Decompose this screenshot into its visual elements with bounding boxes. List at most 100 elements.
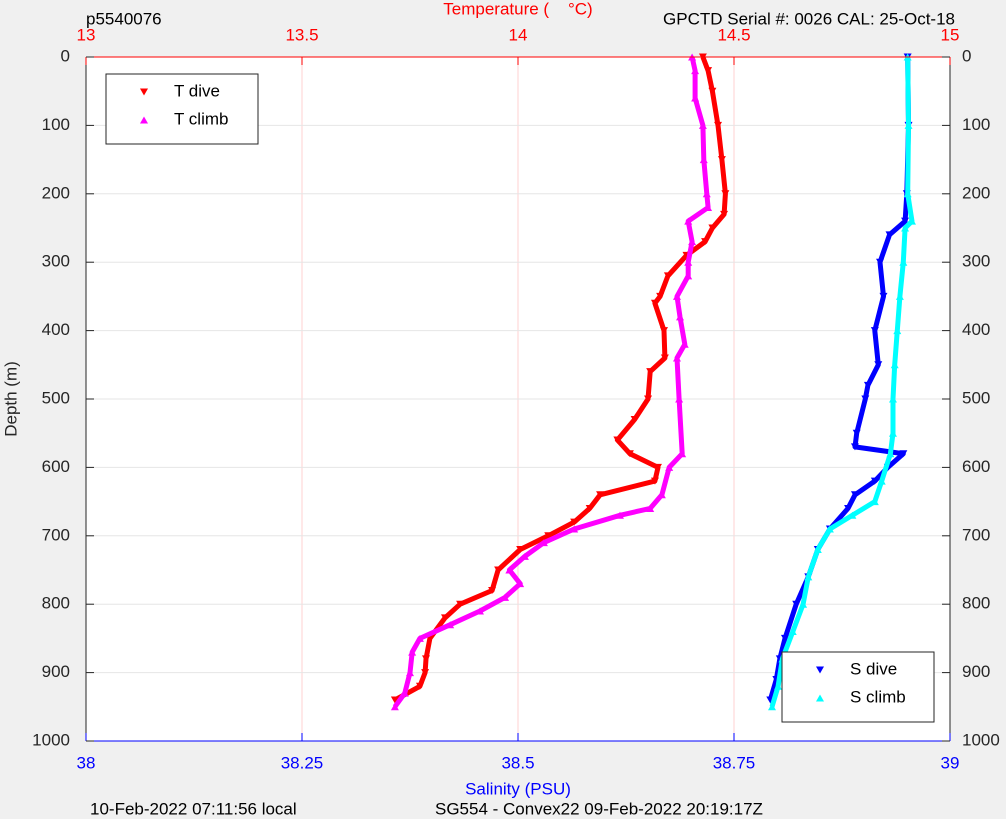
marker [585,504,594,512]
y-tick-label: 800 [42,594,70,613]
marker [406,669,414,677]
marker [720,210,729,218]
marker [850,491,859,499]
marker [890,361,899,369]
y-tick-label: 400 [42,320,70,339]
marker [874,361,883,369]
marker [596,491,605,499]
x2-tick-label: 15 [941,25,960,44]
marker [895,292,904,300]
y-tick-label: 300 [42,252,70,271]
marker [676,313,684,321]
marker [691,94,700,102]
y2-tick-label: 300 [962,252,990,271]
marker [844,504,853,512]
marker [813,545,822,553]
marker [672,354,681,362]
marker [660,354,669,362]
marker [656,292,665,300]
legend-marker [140,116,148,124]
annotation: GPCTD Serial #: 0026 CAL: 25-Oct-18 [663,9,955,28]
marker [888,429,897,437]
marker [570,518,579,526]
x2-tick-label: 14 [509,25,528,44]
marker [400,689,409,697]
marker [516,545,525,553]
legend-box [781,651,935,723]
marker [680,340,689,348]
marker [657,491,666,499]
marker [415,634,424,642]
x-axis-label: Salinity (PSU) [465,779,571,798]
marker [861,395,870,403]
marker [848,511,857,519]
marker [708,224,717,232]
marker [390,696,399,704]
marker [699,156,708,164]
y-tick-label: 100 [42,115,70,134]
marker [660,327,669,335]
marker [678,450,687,458]
annotation: 10-Feb-2022 07:11:56 local [90,799,297,818]
legend-marker [140,88,148,96]
marker [625,450,634,458]
marker [539,539,548,547]
marker [505,566,514,574]
annotation: p5540076 [86,9,162,28]
marker [544,532,553,540]
marker [501,593,510,601]
marker [717,156,726,164]
marker [788,628,797,636]
marker [650,299,659,307]
marker [901,217,910,225]
x-tick-label: 38.5 [501,753,534,772]
marker [870,327,879,335]
marker [901,224,910,232]
marker [644,395,653,403]
y2-tick-label: 100 [962,115,990,134]
marker [852,429,861,437]
marker [799,600,808,608]
marker [494,566,503,574]
marker [613,436,622,444]
y2-tick-label: 800 [962,594,990,613]
marker [876,258,885,266]
marker [520,552,529,560]
y-tick-label: 1000 [32,730,70,749]
y-tick-label: 600 [42,457,70,476]
marker [907,217,916,225]
marker [708,87,717,95]
x2-axis-label: Temperature ( °C) [443,0,592,18]
profile-line [767,56,911,701]
x-tick-label: 39 [941,753,960,772]
marker [721,190,730,198]
marker [714,121,723,129]
marker [704,67,713,75]
marker [446,621,455,629]
marker [684,217,693,225]
y2-tick-label: 200 [962,183,990,202]
marker [421,669,430,677]
marker [415,682,424,690]
marker [691,67,700,75]
marker [440,614,449,622]
annotation: SG554 - Convex22 09-Feb-2022 20:19:17Z [435,799,763,818]
marker [870,477,879,485]
marker [665,463,674,471]
marker [663,272,672,280]
marker [646,368,655,376]
legend-marker [816,694,824,702]
marker [421,655,430,663]
marker [688,238,697,246]
marker [475,607,484,615]
marker [886,450,895,458]
marker [390,703,399,711]
x2-tick-label: 13.5 [285,25,318,44]
marker [704,203,713,211]
y2-tick-label: 400 [962,320,990,339]
y2-tick-label: 900 [962,662,990,681]
legend-label: S dive [850,659,897,678]
y-tick-label: 500 [42,388,70,407]
marker [863,381,872,389]
